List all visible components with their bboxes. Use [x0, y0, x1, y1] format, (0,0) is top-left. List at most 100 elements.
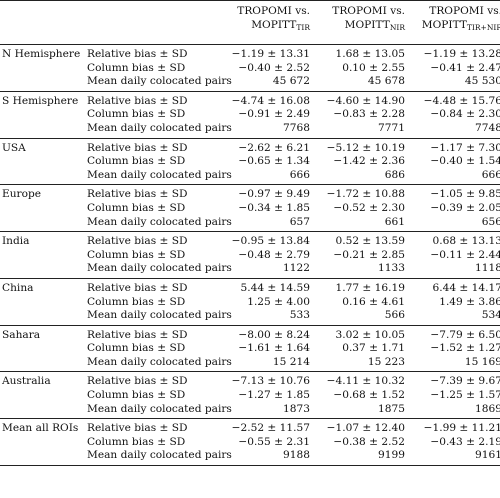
- metric-label: Relative bias ± SD: [87, 422, 188, 435]
- table-cell: −5.12 ± 10.19: [326, 141, 405, 154]
- table-cell: −7.79 ± 6.50: [430, 328, 500, 341]
- metric-label: Relative bias ± SD: [87, 188, 188, 201]
- comparison-table: TROPOMI vs. MOPITTTIR TROPOMI vs. MOPITT…: [0, 0, 500, 466]
- table-cell: −0.84 ± 2.30: [430, 108, 500, 121]
- table-cell: −0.91 ± 2.49: [238, 108, 310, 121]
- metric-label: Column bias ± SD: [87, 248, 186, 261]
- table-cell: 1869: [475, 402, 500, 415]
- table-cell: 1.49 ± 3.86: [439, 295, 500, 308]
- table-cell: 45 678: [367, 75, 405, 88]
- header-line2: MOPITTNIR: [310, 18, 405, 32]
- table-row: Column bias ± SD −0.91 ± 2.49 −0.83 ± 2.…: [0, 108, 500, 122]
- table-cell: 5.44 ± 14.59: [240, 281, 310, 294]
- region-spacer: [0, 202, 87, 216]
- table-row: Sahara Relative bias ± SD −8.00 ± 8.24 3…: [0, 325, 500, 342]
- header-tropomi-vs-mopitt-tir-nir: TROPOMI vs. MOPITTTIR+NIR: [405, 1, 500, 45]
- table-cell: −0.38 ± 2.52: [333, 435, 405, 448]
- metric-label: Column bias ± SD: [87, 108, 186, 121]
- table-cell: −0.55 ± 2.31: [238, 435, 310, 448]
- table-cell: 1118: [475, 262, 500, 275]
- region-group-mean-all-rois: Mean all ROIs Relative bias ± SD −2.52 ±…: [0, 419, 500, 466]
- table-cell: −4.74 ± 16.08: [231, 94, 310, 107]
- metric-label: Mean daily colocated pairs: [87, 309, 232, 322]
- region-spacer: [0, 75, 87, 91]
- table-row: Column bias ± SD −0.55 ± 2.31 −0.38 ± 2.…: [0, 436, 500, 450]
- table-cell: 0.68 ± 13.13: [432, 235, 500, 248]
- table-row: Mean daily colocated pairs 15 214 15 223…: [0, 356, 500, 372]
- metric-label: Relative bias ± SD: [87, 281, 188, 294]
- region-group-sahara: Sahara Relative bias ± SD −8.00 ± 8.24 3…: [0, 325, 500, 372]
- table-cell: −1.52 ± 1.27: [430, 342, 500, 355]
- region-spacer: [0, 309, 87, 325]
- table-cell: 1.68 ± 13.05: [335, 48, 405, 60]
- table-cell: 657: [289, 215, 310, 228]
- table-cell: 1.25 ± 4.00: [247, 295, 310, 308]
- region-label: India: [2, 235, 30, 248]
- metric-label: Column bias ± SD: [87, 155, 186, 168]
- table-row: Mean daily colocated pairs 657 661 656: [0, 216, 500, 232]
- table-cell: −4.11 ± 10.32: [326, 375, 405, 388]
- table-cell: 0.52 ± 13.59: [335, 235, 405, 248]
- region-spacer: [0, 249, 87, 263]
- table-row: Mean all ROIs Relative bias ± SD −2.52 ±…: [0, 419, 500, 436]
- table-row: Mean daily colocated pairs 533 566 534: [0, 309, 500, 325]
- table-cell: −0.34 ± 1.85: [238, 201, 310, 214]
- header-line1: TROPOMI vs.: [429, 5, 500, 17]
- table-row: Mean daily colocated pairs 1873 1875 186…: [0, 403, 500, 419]
- table-cell: −1.17 ± 7.30: [430, 141, 500, 154]
- table-cell: −1.61 ± 1.64: [238, 342, 310, 355]
- table-row: N Hemisphere Relative bias ± SD −1.19 ± …: [0, 45, 500, 62]
- table-cell: 0.16 ± 4.61: [342, 295, 405, 308]
- region-label: Europe: [2, 188, 42, 201]
- table-cell: −0.83 ± 2.28: [333, 108, 405, 121]
- table-cell: 566: [384, 309, 405, 322]
- header-tropomi-vs-mopitt-tir: TROPOMI vs. MOPITTTIR: [215, 1, 310, 45]
- table-cell: 9161: [475, 449, 500, 462]
- region-label: Mean all ROIs: [2, 422, 79, 435]
- table-row: Mean daily colocated pairs 7768 7771 774…: [0, 122, 500, 138]
- table-cell: 15 214: [272, 355, 310, 368]
- metric-label: Mean daily colocated pairs: [87, 75, 232, 88]
- table-row: Column bias ± SD 1.25 ± 4.00 0.16 ± 4.61…: [0, 296, 500, 310]
- table-cell: −1.42 ± 2.36: [333, 155, 405, 168]
- table-cell: 9199: [378, 449, 405, 462]
- table-cell: 1133: [378, 262, 405, 275]
- table-cell: −1.72 ± 10.88: [326, 188, 405, 201]
- table-row: Column bias ± SD −1.61 ± 1.64 0.37 ± 1.7…: [0, 342, 500, 356]
- region-label: Australia: [2, 375, 51, 388]
- region-group-india: India Relative bias ± SD −0.95 ± 13.84 0…: [0, 232, 500, 279]
- header-blank-metric: [87, 1, 215, 45]
- table-cell: 6.44 ± 14.17: [432, 281, 500, 294]
- table-row: India Relative bias ± SD −0.95 ± 13.84 0…: [0, 232, 500, 249]
- table-cell: −1.19 ± 13.28: [423, 48, 500, 60]
- metric-label: Mean daily colocated pairs: [87, 121, 232, 134]
- metric-label: Relative bias ± SD: [87, 235, 188, 248]
- table-cell: 533: [289, 309, 310, 322]
- table-cell: −0.48 ± 2.79: [238, 248, 310, 261]
- table-cell: −1.07 ± 12.40: [326, 422, 405, 435]
- table-row: USA Relative bias ± SD −2.62 ± 6.21 −5.1…: [0, 138, 500, 155]
- metric-label: Mean daily colocated pairs: [87, 215, 232, 228]
- table-cell: −4.48 ± 15.76: [423, 94, 500, 107]
- table-cell: −0.40 ± 1.54: [430, 155, 500, 168]
- table-cell: 666: [481, 168, 500, 181]
- table-cell: 0.37 ± 1.71: [342, 342, 405, 355]
- region-label: China: [2, 281, 34, 294]
- header-subscript: TIR: [296, 23, 310, 32]
- table-cell: −0.95 ± 13.84: [231, 235, 310, 248]
- table-cell: −0.11 ± 2.44: [430, 248, 500, 261]
- table-cell: −0.39 ± 2.05: [430, 201, 500, 214]
- table-cell: 15 223: [367, 355, 405, 368]
- metric-label: Mean daily colocated pairs: [87, 168, 232, 181]
- metric-label: Relative bias ± SD: [87, 141, 188, 154]
- table-row: Mean daily colocated pairs 9188 9199 916…: [0, 449, 500, 465]
- metric-label: Mean daily colocated pairs: [87, 449, 232, 462]
- table-cell: −7.39 ± 9.67: [430, 375, 500, 388]
- table-cell: −0.43 ± 2.19: [430, 435, 500, 448]
- region-spacer: [0, 216, 87, 232]
- table-cell: 7771: [378, 121, 405, 134]
- table-row: S Hemisphere Relative bias ± SD −4.74 ± …: [0, 91, 500, 108]
- region-spacer: [0, 122, 87, 138]
- metric-label: Relative bias ± SD: [87, 94, 188, 107]
- header-subscript: TIR+NIR: [466, 23, 500, 32]
